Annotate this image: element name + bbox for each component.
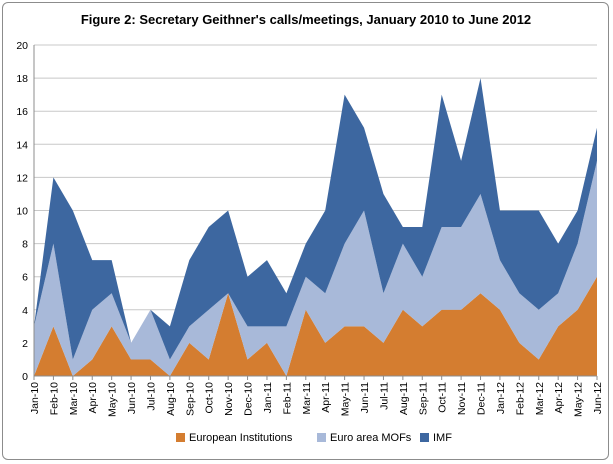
y-tick-label: 0: [22, 371, 28, 383]
x-tick-label: Feb-11: [281, 382, 293, 415]
x-tick-label: Jan-11: [262, 382, 274, 413]
y-tick-label: 12: [16, 172, 28, 184]
y-tick-label: 16: [16, 106, 28, 118]
x-tick-label: Aug-10: [165, 382, 177, 416]
x-tick-label: Apr-12: [553, 382, 565, 414]
legend: European Institutions Euro area MOFs IMF: [176, 432, 452, 444]
x-tick-label: Sep-11: [417, 382, 429, 415]
legend-label: IMF: [433, 432, 452, 444]
x-tick-label: Sep-10: [184, 382, 196, 416]
x-tick-label: Jun-10: [126, 382, 138, 414]
y-axis-ticks: 0 2 4 6 8 10 12 14 16 18 20: [16, 40, 28, 383]
legend-swatch: [317, 433, 326, 442]
x-tick-label: Dec-11: [476, 382, 488, 415]
x-axis-ticks: Jan-10 Feb-10 Mar-10 Apr-10 May-10 Jun-10 Jul-…: [29, 382, 604, 417]
y-tick-label: 2: [22, 338, 28, 350]
x-tick-label: Mar-10: [68, 382, 80, 415]
y-tick-label: 6: [22, 272, 28, 284]
x-tick-label: May-11: [340, 382, 352, 416]
x-tick-label: May-10: [107, 382, 119, 417]
area-series-0: [34, 276, 597, 376]
x-tick-label: Jul-10: [145, 382, 157, 411]
x-tick-label: Jan-10: [29, 382, 41, 414]
y-tick-label: 18: [16, 73, 28, 85]
x-tick-label: Jul-11: [378, 382, 390, 410]
x-tick-label: Aug-11: [398, 382, 410, 415]
y-tick-label: 8: [22, 239, 28, 251]
x-tick-label: Jun-11: [359, 382, 371, 413]
legend-label: European Institutions: [189, 432, 293, 444]
x-tick-label: Jun-12: [592, 382, 604, 414]
x-tick-label: Feb-10: [48, 382, 60, 415]
x-tick-label: May-12: [573, 382, 585, 417]
plot-areas: [34, 78, 597, 376]
y-tick-label: 14: [16, 139, 28, 151]
area-series-2: [34, 78, 597, 360]
x-tick-label: Mar-11: [301, 382, 313, 415]
x-tick-label: Feb-12: [514, 382, 526, 415]
x-tick-label: Oct-10: [204, 382, 216, 414]
y-tick-label: 4: [22, 305, 28, 317]
x-tick-label: Nov-11: [456, 382, 468, 415]
x-tick-label: Oct-11: [437, 382, 449, 413]
x-tick-label: Dec-10: [243, 382, 255, 416]
x-tick-label: Mar-12: [534, 382, 546, 415]
x-tick-label: Apr-10: [87, 382, 99, 414]
area-series-1: [34, 160, 597, 376]
axes: [33, 45, 598, 380]
y-tick-label: 20: [16, 40, 28, 52]
chart-title: Figure 2: Secretary Geithner's calls/mee…: [81, 12, 531, 27]
x-tick-label: Jan-12: [495, 382, 507, 414]
y-tick-label: 10: [16, 206, 28, 218]
legend-swatch: [176, 433, 185, 442]
x-tick-label: Nov-10: [223, 382, 235, 416]
legend-label: Euro area MOFs: [330, 432, 412, 444]
x-tick-label: Apr-11: [320, 382, 332, 413]
legend-swatch: [420, 433, 429, 442]
